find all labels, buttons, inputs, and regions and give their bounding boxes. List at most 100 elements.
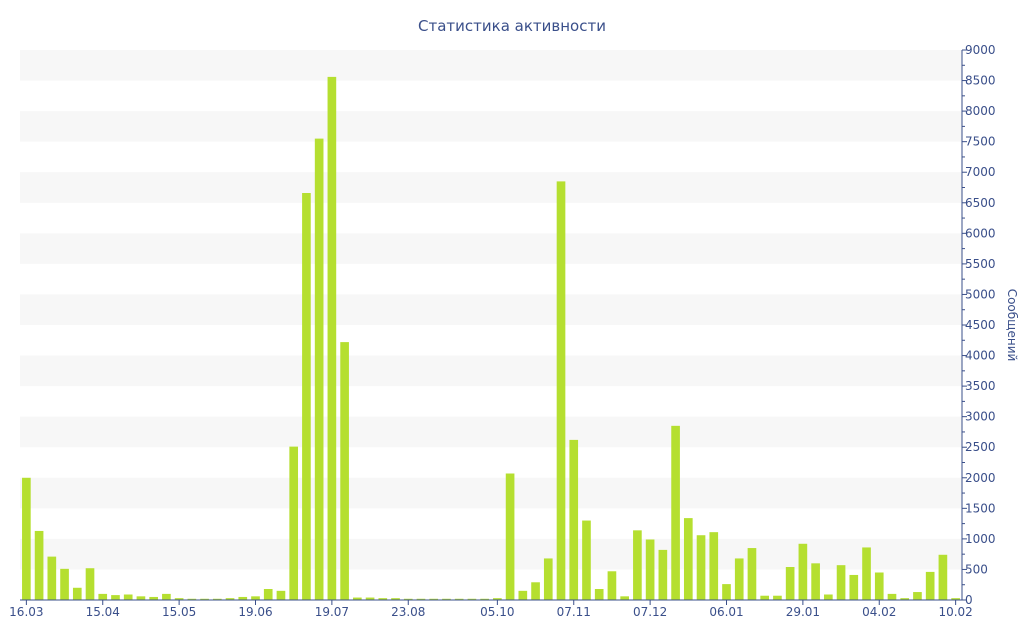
bar — [378, 598, 388, 600]
grid-band — [20, 477, 962, 509]
bar — [136, 596, 146, 600]
y-tick-label: 1500 — [965, 501, 996, 515]
bar — [276, 590, 286, 600]
bar — [505, 473, 515, 600]
bar — [314, 138, 324, 600]
x-tick-label: 05.10 — [480, 605, 514, 619]
bar — [467, 598, 477, 600]
bar — [569, 439, 579, 600]
y-tick-label: 4500 — [965, 318, 996, 332]
x-tick-label: 29.01 — [786, 605, 820, 619]
y-tick-label: 1000 — [965, 532, 996, 546]
bar — [913, 592, 922, 600]
x-tick-label: 04.02 — [862, 605, 896, 619]
grid-band — [20, 50, 962, 81]
bar — [416, 598, 426, 600]
bar — [187, 598, 197, 600]
bar — [238, 596, 248, 600]
grid-band — [20, 416, 962, 448]
bar — [620, 596, 629, 600]
bar — [747, 548, 757, 600]
bar — [900, 598, 910, 600]
bar — [289, 446, 299, 600]
x-tick-label: 10.02 — [938, 605, 972, 619]
bar — [365, 597, 375, 600]
y-tick-label: 4000 — [965, 349, 996, 363]
bar — [722, 584, 731, 600]
bar — [340, 342, 349, 600]
bar — [123, 594, 133, 600]
bar — [849, 574, 859, 600]
bar — [98, 593, 108, 600]
y-tick-label: 3000 — [965, 410, 996, 424]
x-tick-label: 19.06 — [238, 605, 272, 619]
bar — [429, 598, 439, 600]
y-tick-label: 7500 — [965, 135, 996, 149]
bar — [734, 558, 744, 600]
bar — [480, 598, 489, 600]
bar — [836, 565, 846, 600]
y-tick-label: 9000 — [965, 43, 996, 57]
x-tick-label: 19.07 — [315, 605, 349, 619]
bar — [683, 518, 693, 600]
bar — [607, 571, 617, 600]
bar — [531, 582, 540, 600]
bar — [938, 554, 948, 600]
bar — [149, 596, 158, 600]
y-tick-label: 5000 — [965, 287, 996, 301]
bar — [47, 556, 57, 600]
bar — [862, 547, 871, 600]
bar — [556, 181, 566, 600]
bar — [22, 477, 31, 600]
y-tick-label: 2000 — [965, 471, 996, 485]
bar — [263, 589, 273, 600]
chart-title: Статистика активности — [418, 17, 606, 35]
bar — [493, 598, 502, 600]
bar — [811, 563, 820, 600]
bar — [251, 596, 260, 600]
grid-band — [20, 172, 962, 203]
y-tick-label: 6000 — [965, 226, 996, 240]
bar — [925, 571, 935, 600]
bar — [72, 587, 82, 600]
bar — [353, 597, 362, 600]
grid-band — [20, 355, 962, 387]
bar — [60, 568, 69, 600]
bar — [671, 425, 680, 600]
bar — [34, 530, 44, 600]
y-axis: 0 500 1000 1500 2000 2500 3000 3500 4000 4500 5000… — [961, 43, 996, 607]
bar — [696, 535, 706, 600]
y-tick-label: 8000 — [965, 104, 996, 118]
x-tick-label: 15.04 — [86, 605, 120, 619]
bar — [709, 532, 719, 600]
bar — [785, 567, 795, 600]
bar — [824, 594, 833, 600]
bar — [442, 598, 451, 600]
bar — [798, 543, 808, 600]
x-tick-label: 15.05 — [162, 605, 196, 619]
y-tick-label: 7000 — [965, 165, 996, 179]
y-tick-label: 5500 — [965, 257, 996, 271]
bar — [633, 530, 642, 600]
x-tick-label: 07.11 — [557, 605, 591, 619]
bar — [454, 598, 464, 600]
bar — [327, 76, 337, 600]
x-axis: 16.03 15.04 15.05 19.06 19.07 23.08 05.10 07.11… — [9, 599, 973, 619]
bar — [543, 558, 553, 600]
bar — [162, 593, 171, 600]
y-tick-label: 3500 — [965, 379, 996, 393]
y-tick-label: 500 — [965, 562, 988, 576]
grid-band — [20, 538, 962, 570]
grid-band — [20, 233, 962, 264]
bar-series — [22, 76, 960, 600]
bar — [658, 549, 668, 600]
x-tick-label: 06.01 — [709, 605, 743, 619]
bar — [582, 520, 591, 600]
x-tick-label: 23.08 — [391, 605, 425, 619]
bar — [200, 598, 209, 600]
bar — [225, 598, 235, 600]
bar — [760, 595, 770, 600]
bar — [111, 595, 120, 600]
